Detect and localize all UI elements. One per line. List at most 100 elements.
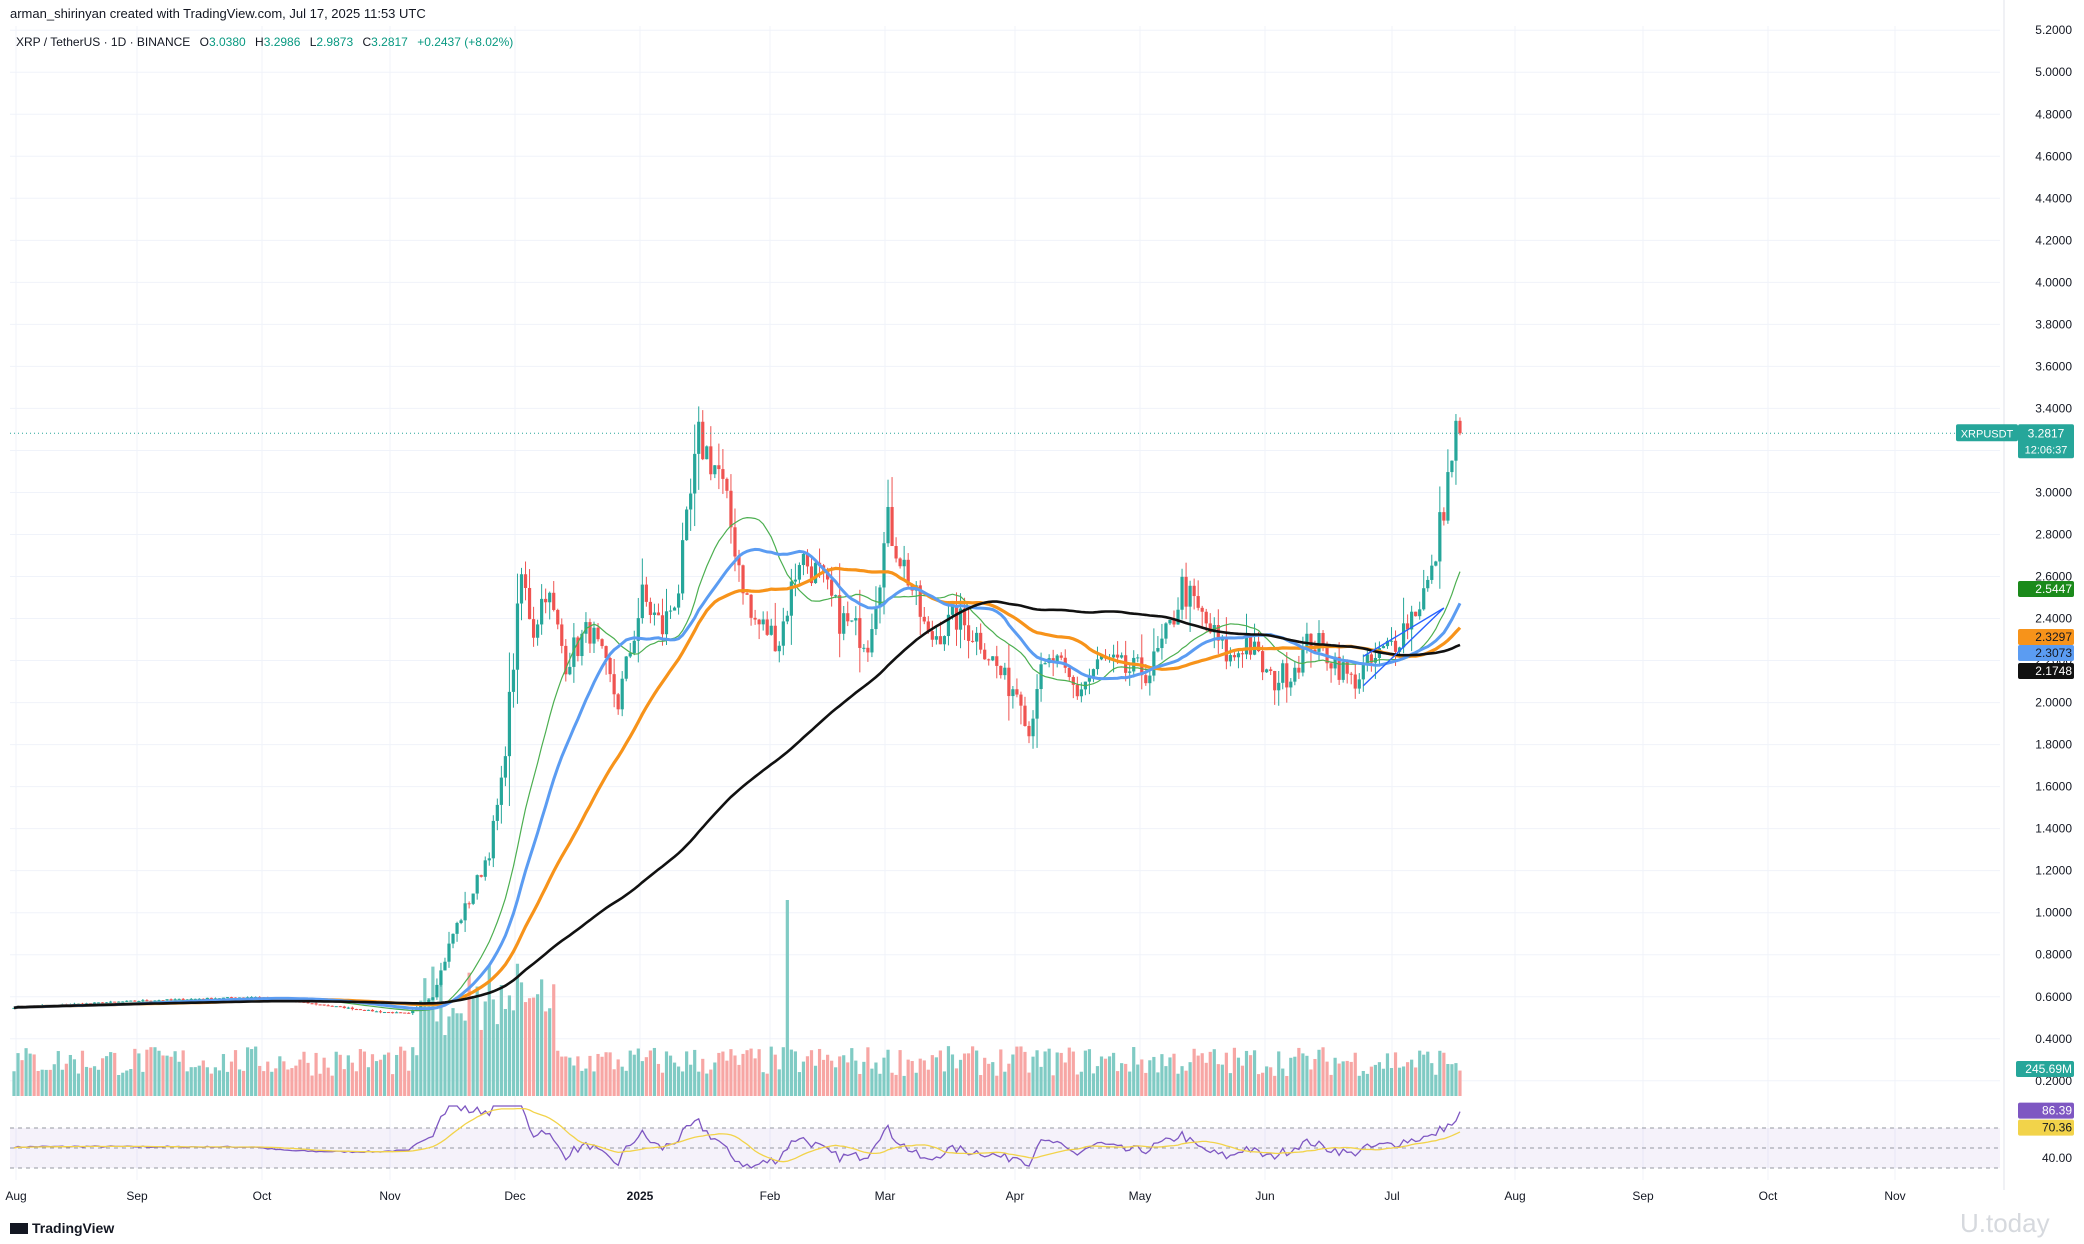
volume-bar xyxy=(1015,1046,1019,1096)
candle-body xyxy=(842,613,846,634)
time-axis[interactable]: Aug Sep Oct Nov Dec 2025 Feb Mar Apr May Jun Jul Aug… xyxy=(5,1189,1905,1203)
volume-bar xyxy=(628,1050,632,1096)
volume-bar xyxy=(1236,1057,1241,1096)
candle-body xyxy=(451,933,455,944)
volume-bar xyxy=(548,1008,552,1096)
candle-body xyxy=(495,804,499,821)
candle-body xyxy=(725,478,729,491)
volume-bar xyxy=(1027,1072,1031,1096)
candle-body xyxy=(1144,675,1148,684)
price-tick-label: 3.6000 xyxy=(2035,359,2072,373)
candle-body xyxy=(326,1005,330,1007)
candle-body xyxy=(717,465,721,470)
rsi-ma-badge-bg xyxy=(2018,1119,2074,1136)
price-tick-label: 0.4000 xyxy=(2035,1032,2072,1046)
volume-bar xyxy=(56,1051,60,1096)
symbol-legend[interactable]: XRP / TetherUS · 1D · BINANCE O3.0380 H3… xyxy=(16,35,513,49)
candle-body xyxy=(1023,705,1027,726)
volume-bar xyxy=(467,972,471,1096)
volume-bar xyxy=(1434,1074,1438,1096)
candle-body xyxy=(922,616,926,622)
volume-bar xyxy=(1067,1047,1071,1096)
volume-bar xyxy=(1051,1075,1055,1096)
candle-body xyxy=(342,1006,346,1009)
candle-body xyxy=(1116,654,1120,658)
volume-bar xyxy=(1132,1047,1136,1096)
volume-bar xyxy=(1269,1067,1273,1096)
candle-body xyxy=(1111,654,1116,658)
candle-body xyxy=(1099,655,1104,660)
candle-body xyxy=(854,618,858,621)
volume-bar xyxy=(483,1001,487,1096)
candle-body xyxy=(527,587,532,620)
candle-body xyxy=(1317,632,1321,652)
volume-bar xyxy=(1124,1063,1128,1096)
candle-body xyxy=(177,998,181,1000)
candle-body xyxy=(1224,637,1228,662)
candle-body xyxy=(942,636,947,645)
volume-bar xyxy=(987,1063,991,1096)
candle-body xyxy=(1281,663,1285,683)
price-tick-label: 5.2000 xyxy=(2035,23,2072,37)
tradingview-logo[interactable]: TradingView xyxy=(10,1220,114,1236)
volume-bar xyxy=(862,1061,866,1096)
candle-body xyxy=(773,625,777,652)
volume-bar xyxy=(705,1073,709,1096)
volume-bar xyxy=(88,1067,93,1096)
time-tick-label: Mar xyxy=(875,1189,896,1203)
time-tick-label: Nov xyxy=(379,1189,400,1203)
volume-bar xyxy=(668,1055,673,1096)
volume-bar xyxy=(1031,1056,1035,1096)
candle-body xyxy=(399,1012,403,1014)
volume-bar xyxy=(676,1066,681,1096)
volume-bar xyxy=(685,1051,689,1096)
candle-body xyxy=(1297,667,1301,673)
candle-body xyxy=(858,618,862,648)
volume-bar xyxy=(1099,1056,1104,1096)
volume-bar xyxy=(306,1062,310,1096)
volume-bar xyxy=(1277,1051,1281,1096)
candle-body xyxy=(1305,633,1309,647)
volume-bar xyxy=(721,1051,725,1096)
candle-body xyxy=(157,1000,161,1002)
open-value: 3.0380 xyxy=(208,35,246,49)
volume-bar xyxy=(954,1068,959,1096)
volume-bar xyxy=(411,1047,415,1096)
volume-bar xyxy=(92,1066,97,1096)
candle-body xyxy=(1196,596,1200,608)
volume-bar xyxy=(797,1072,802,1096)
volume-bar xyxy=(80,1050,85,1096)
candle-body xyxy=(918,585,922,617)
price-tick-label: 1.4000 xyxy=(2035,822,2072,836)
candle-body xyxy=(850,620,854,622)
volume-bar xyxy=(407,1070,411,1096)
ma-badge-bg xyxy=(2018,581,2074,597)
high-value: 3.2986 xyxy=(263,35,301,49)
candle-body xyxy=(701,421,705,460)
volume-bar xyxy=(1240,1065,1245,1096)
volume-bar xyxy=(592,1071,596,1096)
candle-body xyxy=(946,614,951,637)
volume-bar xyxy=(1244,1050,1249,1096)
volume-bar xyxy=(213,1067,217,1096)
volume-bar xyxy=(866,1047,870,1096)
volume-bar xyxy=(169,1056,173,1096)
volume-bar xyxy=(906,1059,910,1096)
volume-bar xyxy=(1458,1070,1462,1096)
volume-bar xyxy=(777,1069,781,1096)
volume-bar xyxy=(757,1049,761,1096)
candle-body xyxy=(189,998,193,1000)
volume-bar xyxy=(801,1061,806,1096)
candle-body xyxy=(443,961,447,971)
volume-bar xyxy=(12,1071,16,1096)
candle-body xyxy=(1313,649,1317,652)
volume-bar xyxy=(1252,1050,1257,1096)
volume-bar xyxy=(386,1052,391,1096)
volume-bar xyxy=(1329,1074,1333,1096)
volume-bar xyxy=(564,1056,568,1096)
candle-body xyxy=(1071,677,1075,685)
volume-bar xyxy=(938,1050,942,1096)
candle-body xyxy=(966,625,971,641)
candle-body xyxy=(620,678,624,710)
